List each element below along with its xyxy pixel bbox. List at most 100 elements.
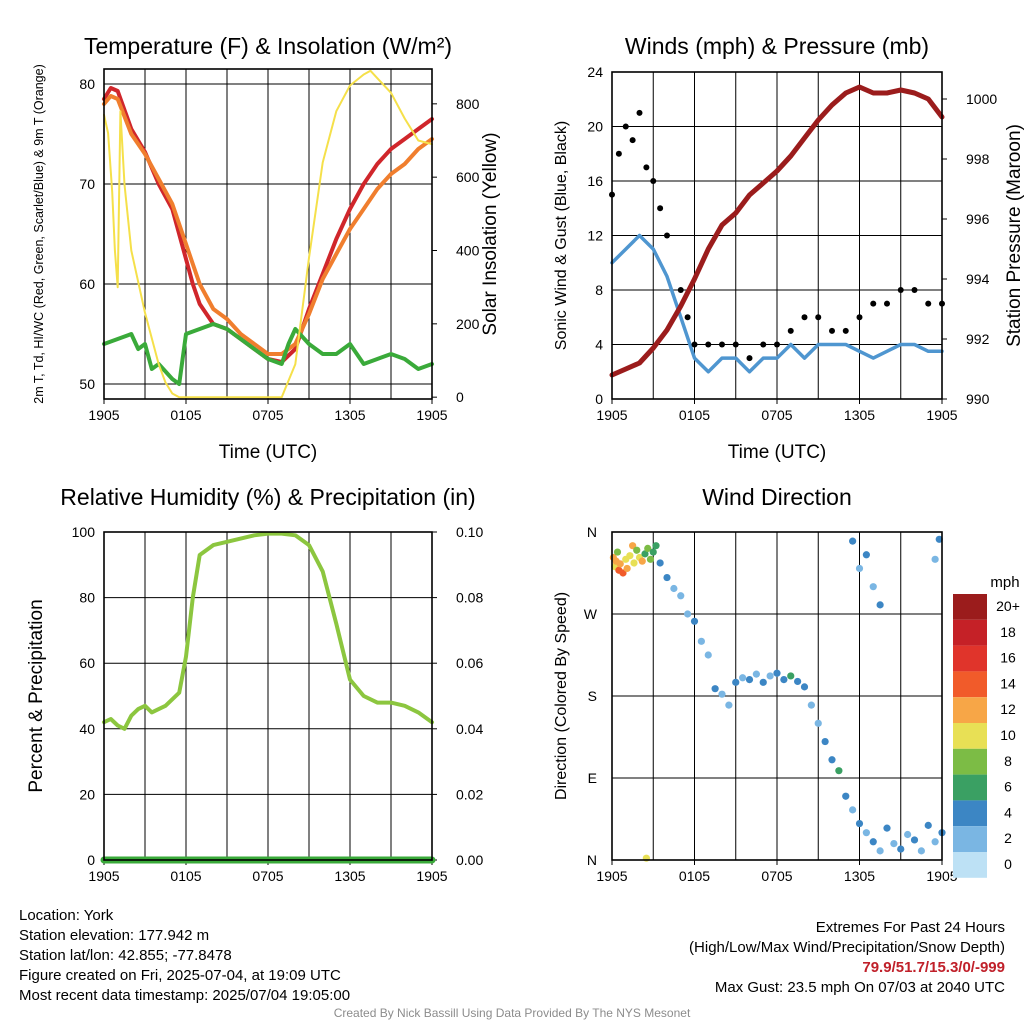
panel-3-ytick-label: 80: [79, 590, 95, 606]
panel-4-direction-point: [725, 701, 733, 709]
colorbar-label: 10: [1000, 727, 1016, 743]
panel-1-y2label: Solar Insolation (Yellow): [480, 132, 501, 335]
panel-2-gust-point: [815, 314, 822, 321]
colorbar-title: mph: [990, 574, 1019, 591]
colorbar-label: 12: [1000, 701, 1016, 717]
panel-4-ytick-label: N: [587, 852, 597, 868]
panel-4-direction-point: [638, 557, 646, 565]
extremes-legend: (High/Low/Max Wind/Precipitation/Snow De…: [689, 939, 1005, 956]
panel-1-xlabel: Time (UTC): [219, 442, 318, 463]
panel-4-border: [611, 531, 943, 861]
panel-4-direction-point: [704, 651, 712, 659]
panel-2-xtick-label: 0105: [679, 407, 710, 423]
panel-2-gust-point: [629, 137, 636, 144]
panel-2-ytick-label: 0: [595, 391, 603, 407]
panel-2-ytick-label: 16: [587, 173, 603, 189]
panel-1-xtick-label: 1905: [88, 407, 119, 423]
panel-4-direction-point: [656, 559, 664, 567]
colorbar-swatch: [953, 697, 987, 723]
panel-3-xtick-label: 0705: [252, 868, 283, 884]
panel-3-ylabel: Percent & Precipitation: [26, 599, 47, 792]
panel-4-direction-point: [897, 845, 905, 853]
panel-4-direction-point: [787, 672, 795, 680]
panel-4-direction-point: [684, 610, 692, 618]
panel-4-direction-point: [616, 560, 624, 568]
panel-2-y2tick-label: 990: [966, 391, 990, 407]
panel-2-ytick-label: 4: [595, 337, 603, 353]
panel-3-y2tick-label: 0.02: [456, 786, 483, 802]
colorbar-swatch: [953, 748, 987, 775]
panel-4-direction-point: [663, 573, 671, 582]
panel-4-direction-point: [641, 550, 649, 558]
panel-3-xtick-label: 0105: [170, 868, 201, 884]
panel-4-direction-point: [917, 847, 925, 855]
panel-2-gust-point: [801, 314, 808, 321]
panel-2-gust-point: [643, 164, 650, 171]
panel-4-direction-point: [690, 617, 699, 625]
panel-2-gust-point: [664, 232, 670, 239]
panel-4-direction-point: [630, 559, 638, 567]
panel-4-direction-point: [677, 592, 685, 600]
colorbar-swatch: [953, 774, 987, 801]
panel-2-xtick-label: 1305: [844, 407, 875, 423]
panel-4-direction-point: [718, 690, 726, 698]
colorbar-swatch: [953, 645, 987, 672]
panel-2-gust-point: [636, 109, 643, 116]
panel-1-ytick-label: 70: [79, 176, 95, 192]
panel-2-xlabel: Time (UTC): [728, 442, 827, 463]
panel-2-gust-point: [897, 287, 904, 293]
panel-4-ytick-label: W: [584, 606, 598, 622]
panel-4-direction-point: [828, 756, 836, 764]
panel-1-y2tick-label: 200: [456, 316, 480, 332]
panel-2-gust-point: [650, 178, 657, 184]
panel-4-direction-point: [904, 830, 912, 839]
panel-1-xtick-label: 1305: [334, 407, 365, 423]
panel-4-direction-point: [876, 601, 884, 609]
panel-2-ytick-label: 20: [587, 119, 603, 135]
colorbar-swatch: [953, 671, 987, 698]
colorbar-label: 14: [1000, 675, 1016, 691]
panel-2-gust-point: [787, 327, 794, 334]
panel-4-direction-point: [935, 535, 943, 543]
panel-4-direction-point: [849, 806, 857, 814]
colorbar-swatch: [953, 594, 987, 620]
panel-3-xtick-label: 1305: [334, 868, 365, 884]
colorbar-swatch: [953, 800, 987, 827]
panel-1-series-solar-insolation: [103, 69, 433, 399]
panel-2-xtick-label: 1905: [926, 407, 957, 423]
panel-4-direction-point: [773, 669, 781, 677]
panel-4-direction-point: [842, 792, 850, 800]
panel-4-direction-point: [931, 838, 939, 846]
panel-2-gust-point: [760, 341, 767, 348]
panel-4-direction-point: [883, 824, 891, 832]
panel-4-xtick-label: 1905: [596, 868, 627, 884]
panel-2-gust-point: [677, 287, 684, 293]
panel-2-gust-point: [622, 123, 629, 130]
panel-3-ytick-label: 0: [87, 852, 95, 868]
panel-4-direction-point: [862, 551, 870, 559]
panel-3-series-relative-humidity: [102, 531, 434, 731]
extremes-title: Extremes For Past 24 Hours: [815, 919, 1005, 936]
panel-4-xtick-label: 0705: [761, 868, 792, 884]
max-gust: Max Gust: 23.5 mph On 07/03 at 2040 UTC: [714, 979, 1005, 996]
panel-4-direction-point: [855, 564, 864, 573]
panel-3-border: [103, 531, 433, 861]
panel-2-gust-point: [856, 314, 863, 321]
panel-1-ytick-label: 60: [79, 276, 95, 292]
panel-3-xtick-label: 1905: [416, 868, 447, 884]
panel-3-y2tick-label: 0.08: [456, 590, 483, 606]
panel-4-direction-point: [739, 674, 747, 682]
panel-4-direction-point: [800, 683, 809, 691]
extremes-values: 79.9/51.7/15.3/0/-999: [862, 959, 1005, 976]
colorbar-label: 2: [1004, 830, 1012, 846]
panel-1-ytick-label: 50: [79, 376, 95, 392]
panel-4-title: Wind Direction: [702, 484, 852, 510]
panel-2-ytick-label: 12: [587, 228, 603, 244]
panel-1-title: Temperature (F) & Insolation (W/m²): [84, 33, 452, 59]
panel-1-ytick-label: 80: [79, 76, 95, 92]
panel-3-title: Relative Humidity (%) & Precipitation (i…: [60, 484, 475, 510]
panel-4-ytick-label: S: [588, 688, 597, 704]
panel-4-direction-point: [821, 737, 829, 746]
panel-3-y2tick-label: 0.00: [456, 852, 483, 868]
